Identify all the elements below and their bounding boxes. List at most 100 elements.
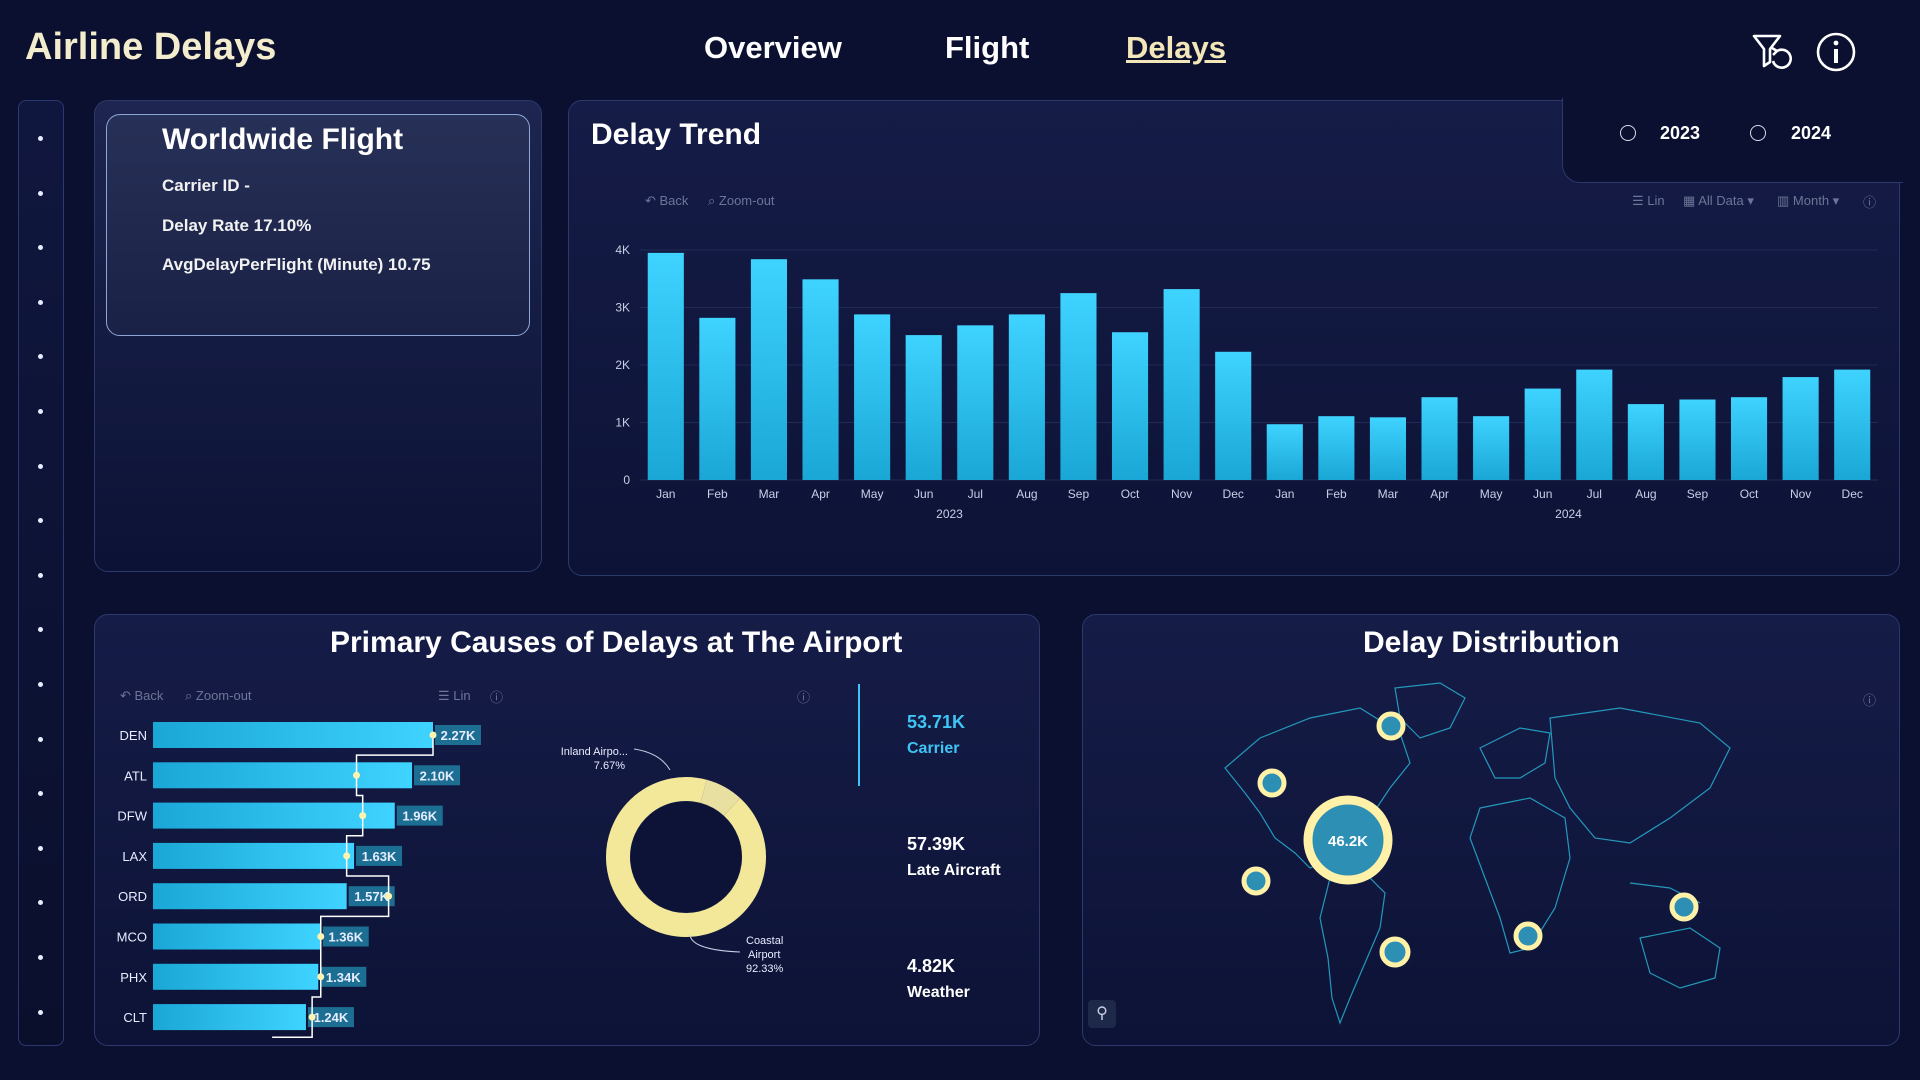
sidebar-nav-dot[interactable] <box>38 190 43 196</box>
airport-step-marker[interactable] <box>317 933 325 940</box>
trend-bar[interactable] <box>1318 416 1355 480</box>
causes-zoom-out-button[interactable]: ⌕ Zoom-out <box>185 688 252 704</box>
trend-bar[interactable] <box>1421 397 1458 480</box>
airport-step-marker[interactable] <box>343 852 351 860</box>
trend-bar[interactable] <box>1111 332 1149 480</box>
carrier-id-text: Carrier ID - <box>162 176 250 195</box>
trend-xtick: Oct <box>1740 487 1759 501</box>
trend-xtick: May <box>861 487 884 501</box>
trend-bar[interactable] <box>957 325 994 480</box>
sidebar-nav-dot[interactable] <box>38 136 43 141</box>
trend-bar[interactable] <box>1576 369 1613 480</box>
trend-bar[interactable] <box>1008 314 1045 480</box>
airport-value-badge <box>435 725 481 745</box>
year-2024-label[interactable]: 2024 <box>1791 123 1832 143</box>
airport-bar[interactable] <box>153 883 347 910</box>
trend-bar[interactable] <box>1679 399 1716 481</box>
trend-bar[interactable] <box>802 279 839 480</box>
airport-step-marker[interactable] <box>359 812 367 820</box>
sidebar-nav-dot[interactable] <box>38 682 43 687</box>
trend-ytick: 4K <box>615 243 630 257</box>
airport-label: DFW <box>117 809 147 824</box>
airport-step-marker[interactable] <box>385 892 393 900</box>
airport-bar[interactable] <box>153 722 433 748</box>
trend-all-data-dropdown[interactable]: ▦ All Data ▾ <box>1683 193 1754 208</box>
airport-step-marker[interactable] <box>308 1013 316 1021</box>
airport-step-line <box>272 735 434 1038</box>
trend-bar[interactable] <box>1730 397 1768 480</box>
sidebar-nav-dot[interactable] <box>38 845 43 851</box>
sidebar-nav-dot[interactable] <box>38 1009 43 1015</box>
trend-bar[interactable] <box>1473 416 1510 480</box>
trend-lin-button[interactable]: ☰ Lin <box>1632 193 1665 209</box>
trend-ytick: 2K <box>615 358 630 372</box>
sidebar-nav-dot[interactable] <box>38 518 43 524</box>
sidebar-nav-dot[interactable] <box>38 791 43 797</box>
sidebar-nav-dot[interactable] <box>38 736 43 742</box>
map-help-icon[interactable]: ⓘ <box>1863 693 1877 708</box>
trend-zoom-out-button[interactable]: ⌕ Zoom-out <box>708 193 775 209</box>
year-2024-radio[interactable] <box>1750 125 1766 141</box>
airport-bar[interactable] <box>153 802 395 829</box>
year-2023-radio[interactable] <box>1620 125 1636 141</box>
trend-bar[interactable] <box>750 259 788 480</box>
trend-bar[interactable] <box>1627 404 1664 480</box>
causes-help-icon[interactable]: ⓘ <box>490 690 504 705</box>
nav-overview[interactable]: Overview <box>704 30 842 65</box>
sidebar-nav-dot[interactable] <box>38 245 43 251</box>
trend-zoom-label: Zoom-out <box>718 193 775 208</box>
legend-late-aircraft-name[interactable]: Late Aircraft <box>907 862 1001 879</box>
map-pin-button[interactable]: ⚲ <box>1088 1000 1116 1028</box>
trend-bar[interactable] <box>1782 377 1819 480</box>
sidebar-nav-dot[interactable] <box>38 900 43 906</box>
causes-back-button[interactable]: ↶ Back <box>120 688 164 703</box>
sidebar-nav-dot[interactable] <box>38 354 43 360</box>
trend-back-button[interactable]: ↶ Back <box>645 193 689 208</box>
donut-slice[interactable] <box>606 777 766 937</box>
legend-weather-name[interactable]: Weather <box>907 984 970 1001</box>
trend-bar[interactable] <box>1834 369 1871 480</box>
donut-help-icon[interactable]: ⓘ <box>797 690 811 705</box>
airport-bar[interactable] <box>153 923 321 950</box>
airport-step-marker[interactable] <box>429 731 437 739</box>
world-map: 46.2K <box>1224 682 1731 1025</box>
sidebar-nav-dot[interactable] <box>38 955 43 960</box>
trend-bar[interactable] <box>699 317 736 480</box>
info-icon[interactable] <box>1814 30 1858 74</box>
trend-bar[interactable] <box>1524 388 1561 480</box>
trend-bar[interactable] <box>1215 351 1252 480</box>
airport-bar[interactable] <box>153 762 413 789</box>
trend-xtick: Dec <box>1842 487 1863 501</box>
trend-bar[interactable] <box>647 252 684 480</box>
airport-label: MCO <box>117 930 147 945</box>
sidebar-nav-dot[interactable] <box>38 463 43 469</box>
legend-carrier-name[interactable]: Carrier <box>907 740 960 757</box>
sidebar-nav-dot[interactable] <box>38 627 43 633</box>
year-2023-label[interactable]: 2023 <box>1660 123 1701 143</box>
airport-bar[interactable] <box>153 1004 306 1031</box>
filter-reset-icon[interactable] <box>1750 30 1794 74</box>
asia-shape <box>1549 707 1731 844</box>
airport-bar[interactable] <box>153 842 355 869</box>
sidebar-nav-dot[interactable] <box>38 299 43 305</box>
airport-step-marker[interactable] <box>317 973 325 981</box>
trend-bar[interactable] <box>1060 293 1097 480</box>
sidebar-nav-dot[interactable] <box>38 572 43 578</box>
trend-bar[interactable] <box>905 335 942 480</box>
trend-bar[interactable] <box>854 314 891 480</box>
trend-help-icon[interactable]: ⓘ <box>1863 195 1877 210</box>
airport-step-marker[interactable] <box>353 771 361 779</box>
nav-flight[interactable]: Flight <box>945 30 1030 65</box>
nav-delays[interactable]: Delays <box>1126 30 1226 65</box>
trend-bar[interactable] <box>1163 289 1200 480</box>
zoom-icon: ⌕ <box>185 688 193 703</box>
trend-xtick: Aug <box>1016 487 1037 501</box>
donut-slice[interactable] <box>699 779 741 817</box>
airport-bar[interactable] <box>153 963 319 990</box>
trend-xtick: Aug <box>1635 487 1656 501</box>
trend-bar[interactable] <box>1369 417 1407 480</box>
trend-bar[interactable] <box>1266 424 1303 480</box>
sidebar-nav-dot[interactable] <box>38 409 43 414</box>
causes-lin-button[interactable]: ☰ Lin <box>438 688 471 704</box>
trend-month-dropdown[interactable]: ▥ Month ▾ <box>1777 193 1840 208</box>
